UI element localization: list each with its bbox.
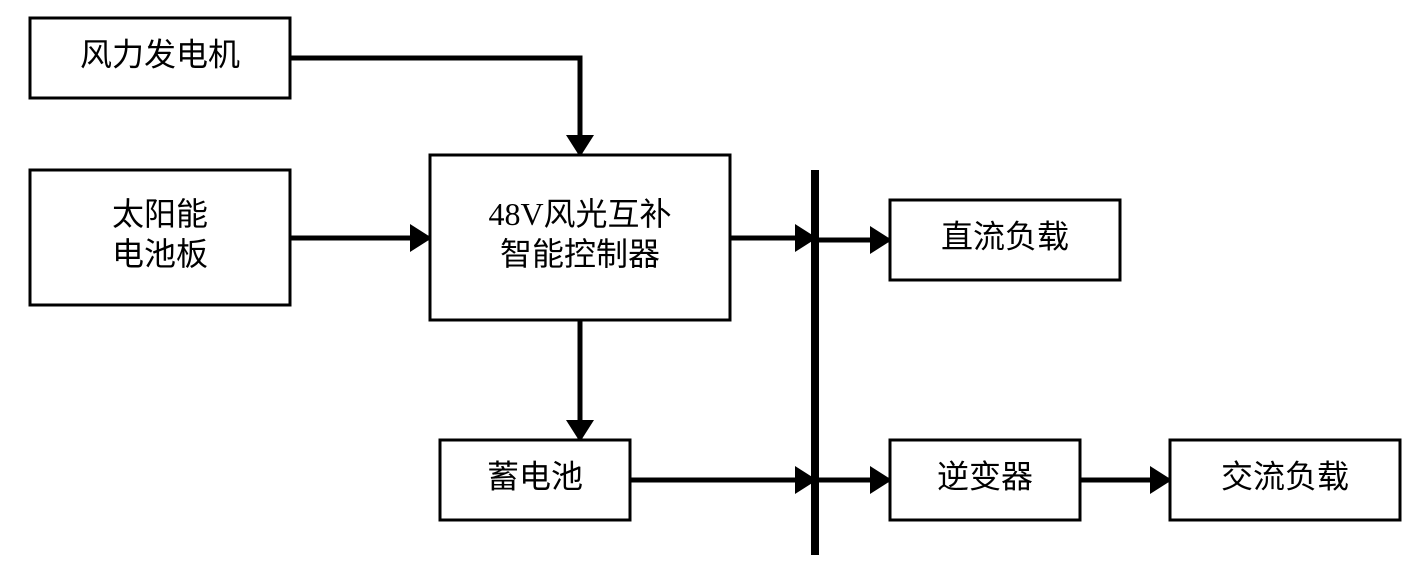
node-solar-label: 电池板 (112, 236, 208, 272)
node-ctrl-label: 智能控制器 (500, 236, 660, 272)
node-ctrl: 48V风光互补智能控制器 (430, 155, 730, 320)
node-dcload-label: 直流负载 (941, 218, 1069, 254)
node-acload: 交流负载 (1170, 440, 1400, 520)
node-inv: 逆变器 (890, 440, 1080, 520)
node-dcload: 直流负载 (890, 200, 1120, 280)
node-acload-label: 交流负载 (1221, 458, 1349, 494)
node-batt: 蓄电池 (440, 440, 630, 520)
node-solar-label: 太阳能 (112, 196, 208, 232)
nodes-layer: 风力发电机太阳能电池板 48V风光互补智能控制器蓄电池 直流负载逆变器 交流负载 (30, 18, 1400, 520)
node-wind-label: 风力发电机 (80, 36, 240, 72)
node-wind: 风力发电机 (30, 18, 290, 98)
node-solar: 太阳能电池板 (30, 170, 290, 305)
edge-wind-to-ctrl (290, 58, 580, 155)
node-inv-label: 逆变器 (937, 458, 1033, 494)
node-ctrl-label: 48V风光互补 (488, 196, 671, 232)
diagram-canvas: 风力发电机太阳能电池板 48V风光互补智能控制器蓄电池 直流负载逆变器 交流负载 (0, 0, 1411, 578)
node-batt-label: 蓄电池 (487, 458, 583, 494)
